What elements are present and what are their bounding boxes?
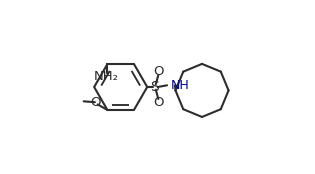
Text: O: O bbox=[153, 65, 164, 78]
Text: NH: NH bbox=[171, 79, 190, 92]
Text: O: O bbox=[91, 96, 101, 109]
Text: S: S bbox=[151, 80, 159, 94]
Text: NH₂: NH₂ bbox=[94, 70, 119, 83]
Text: O: O bbox=[153, 96, 164, 109]
